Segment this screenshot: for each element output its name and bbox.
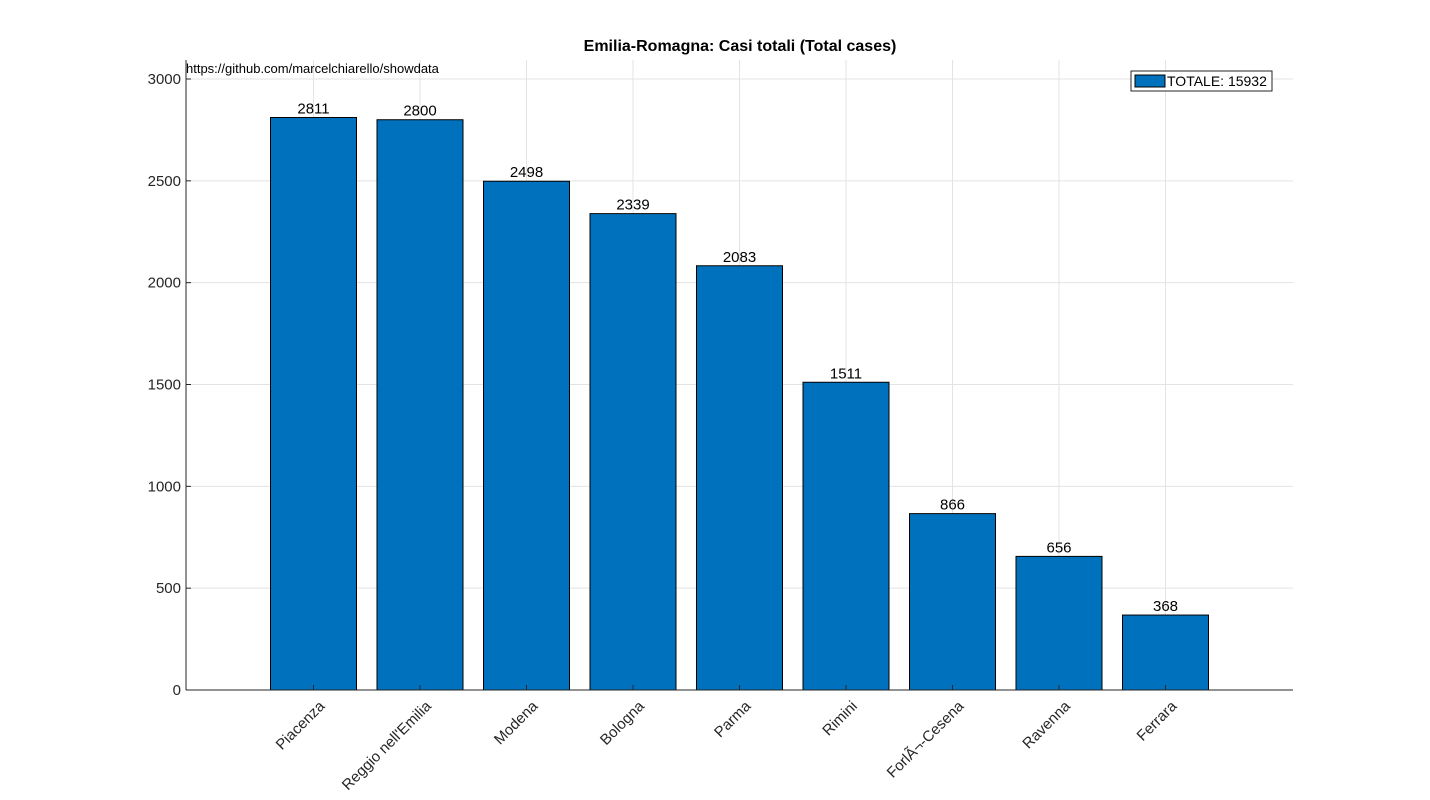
value-labels: 2811 2800 2498 2339 2083 1511 866 656 368 bbox=[297, 100, 1178, 615]
y-tick-label: 500 bbox=[156, 580, 181, 597]
legend-entry-totale: TOTALE: 15932 bbox=[1167, 73, 1267, 89]
source-url: https://github.com/marcelchiarello/showd… bbox=[186, 61, 440, 76]
bar bbox=[376, 119, 464, 691]
y-tick-label: 1500 bbox=[148, 377, 181, 394]
bar bbox=[483, 180, 570, 691]
y-tick-label: 3000 bbox=[148, 71, 181, 88]
bar-value-label: 2811 bbox=[297, 100, 329, 117]
bar-value-label: 2498 bbox=[510, 164, 543, 181]
y-tick-label: 1000 bbox=[148, 478, 181, 495]
bar bbox=[589, 213, 677, 691]
bar-value-label: 2339 bbox=[616, 197, 649, 214]
y-tick-label: 2500 bbox=[148, 173, 181, 190]
bar bbox=[802, 381, 890, 691]
x-tick-label: Ferrara bbox=[1134, 697, 1181, 744]
bar-value-label: 1511 bbox=[830, 365, 862, 382]
bar-value-label: 2083 bbox=[723, 249, 756, 266]
bar bbox=[270, 116, 357, 691]
x-tick-label: Piacenza bbox=[273, 697, 329, 753]
x-tick-label: ForlÃ¬-Cesena bbox=[884, 697, 968, 781]
bar bbox=[1122, 614, 1209, 691]
x-tick-label: Bologna bbox=[597, 697, 648, 748]
x-tick-label: Ravenna bbox=[1019, 697, 1074, 752]
bars bbox=[270, 116, 1209, 691]
chart-title: Emilia-Romagna: Casi totali (Total cases… bbox=[584, 38, 897, 55]
bar bbox=[696, 265, 783, 691]
y-tick-label: 0 bbox=[173, 682, 181, 699]
bar bbox=[1015, 555, 1103, 691]
legend: TOTALE: 15932 bbox=[1130, 70, 1273, 92]
bar-value-label: 656 bbox=[1046, 539, 1071, 556]
x-tick-label: Reggio nell'Emilia bbox=[339, 697, 435, 793]
legend-swatch bbox=[1134, 74, 1166, 88]
bar bbox=[909, 513, 996, 691]
legend-box bbox=[1130, 70, 1273, 92]
bar-value-label: 368 bbox=[1153, 598, 1178, 615]
x-tick-label: Parma bbox=[711, 697, 755, 741]
bar-value-label: 866 bbox=[940, 497, 965, 514]
bar-value-label: 2800 bbox=[403, 103, 436, 120]
y-tick-label: 2000 bbox=[148, 275, 181, 292]
x-tick-label: Modena bbox=[491, 697, 542, 748]
x-tick-label: Rimini bbox=[819, 698, 860, 739]
